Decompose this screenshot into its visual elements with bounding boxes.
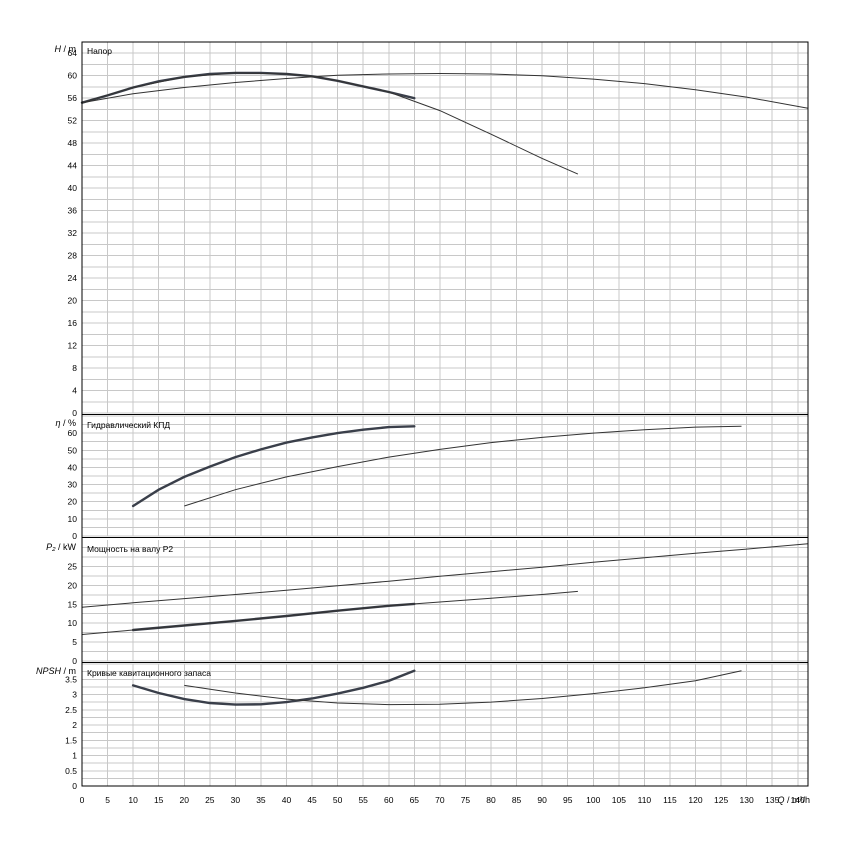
y-tick-label: 4 [72,386,77,396]
x-tick-label: 10 [128,795,138,805]
x-tick-label: 60 [384,795,394,805]
panel-title: Напор [87,46,112,56]
x-tick-label: 120 [688,795,702,805]
panel-title: Кривые кавитационного запаса [87,668,211,678]
x-tick-label: 20 [180,795,190,805]
plot-frame [81,41,809,787]
y-tick-label: 40 [68,183,78,193]
x-axis-label: Q / m³/h [777,795,810,805]
curve-operating-range [131,669,416,706]
y-tick-label: 60 [68,428,78,438]
y-tick-label: 1.5 [65,735,77,745]
y-tick-label: 5 [72,637,77,647]
x-tick-label: 30 [231,795,241,805]
x-tick-label: 40 [282,795,292,805]
x-tick-label: 0 [80,795,85,805]
curve-operating-range [131,425,416,508]
y-tick-label: 52 [68,116,78,126]
y-axis-label: NPSH / m [36,666,76,676]
y-tick-label: 44 [68,161,78,171]
y-tick-label: 40 [68,462,78,472]
x-tick-label: 15 [154,795,164,805]
x-tick-label: 115 [663,795,677,805]
y-tick-label: 16 [68,318,78,328]
x-tick-label: 55 [358,795,368,805]
x-tick-label: 85 [512,795,522,805]
y-tick-label: 2.5 [65,705,77,715]
y-tick-label: 25 [68,561,78,571]
panel-title: Гидравлический КПД [87,420,170,430]
x-tick-label: 100 [586,795,600,805]
y-tick-label: 0 [72,531,77,541]
x-tick-label: 95 [563,795,573,805]
y-tick-label: 30 [68,480,78,490]
panel-title: Мощность на валу P2 [87,544,173,554]
y-tick-label: 0 [72,656,77,666]
x-tick-label: 135 [765,795,779,805]
x-tick-label: 125 [714,795,728,805]
y-tick-label: 10 [68,514,78,524]
x-tick-label: 110 [638,795,652,805]
x-tick-label: 45 [307,795,317,805]
y-tick-label: 32 [68,228,78,238]
y-tick-label: 64 [68,48,78,58]
y-axis-label: η / % [55,418,76,428]
x-tick-label: 80 [486,795,496,805]
y-tick-label: 0 [72,408,77,418]
y-tick-label: 15 [68,599,78,609]
y-tick-label: 20 [68,296,78,306]
y-tick-label: 0.5 [65,766,77,776]
y-tick-label: 8 [72,363,77,373]
y-tick-label: 48 [68,138,78,148]
y-tick-label: 3.5 [65,674,77,684]
y-tick-label: 1 [72,751,77,761]
y-axis-label: H / m [55,44,77,54]
y-tick-label: 60 [68,71,78,81]
curve-extended-range [81,72,579,175]
y-tick-label: 12 [68,341,78,351]
x-tick-label: 35 [256,795,266,805]
x-tick-label: 50 [333,795,343,805]
x-tick-label: 25 [205,795,215,805]
curve-extended-range [184,425,742,507]
curve-extended-range [184,670,742,706]
x-tick-label: 75 [461,795,471,805]
y-tick-label: 50 [68,445,78,455]
y-tick-label: 24 [68,273,78,283]
x-tick-label: 140 [791,795,805,805]
y-tick-label: 0 [72,781,77,791]
y-tick-label: 20 [68,580,78,590]
x-tick-label: 5 [105,795,110,805]
y-tick-label: 10 [68,618,78,628]
curve-extended-range [81,72,809,109]
x-tick-label: 65 [410,795,420,805]
curve-extended-range [81,543,809,608]
y-tick-label: 56 [68,93,78,103]
y-tick-label: 36 [68,206,78,216]
y-tick-label: 2 [72,720,77,730]
x-tick-label: 90 [537,795,547,805]
curve-extended-range [81,590,578,635]
y-tick-label: 3 [72,690,77,700]
y-tick-label: 20 [68,497,78,507]
x-tick-label: 130 [740,795,754,805]
x-tick-label: 70 [435,795,445,805]
y-axis-label: P₂ / kW [46,542,76,552]
x-tick-label: 105 [612,795,626,805]
y-tick-label: 28 [68,251,78,261]
